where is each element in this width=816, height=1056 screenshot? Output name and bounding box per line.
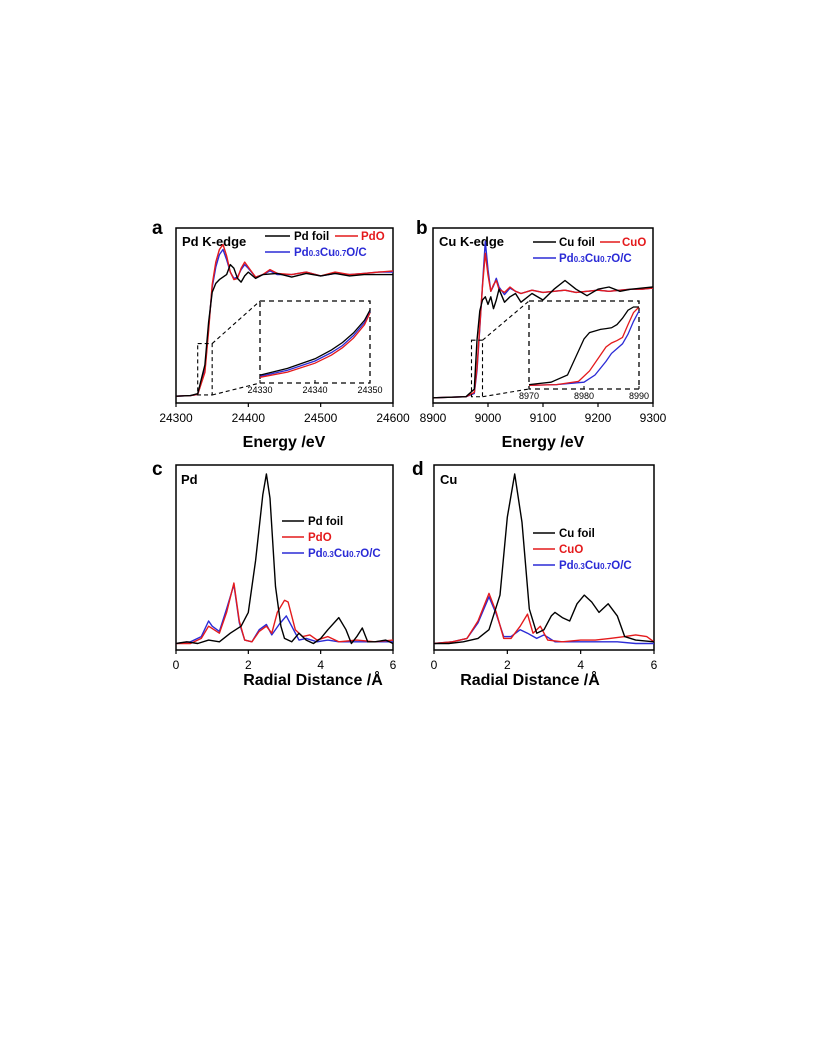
x-tick-label: 4 [577,658,584,672]
x-axis-title: Radial Distance /Å [460,670,600,689]
zoom-box [197,343,213,396]
legend-label-catalyst: Pd0.3Cu0.7O/C [294,247,367,259]
zoom-connector-bottom [482,388,530,398]
legend-label-pd-foil: Pd foil [308,516,343,528]
x-ticks: 24300 24400 24500 24600 [159,403,410,425]
inset-series-cu-foil [528,306,639,386]
x-tick-label: 2 [245,658,252,672]
legend: Pd foil PdO Pd0.3Cu0.7O/C [265,231,385,259]
plot-frame [433,464,655,651]
legend-label-pdo: PdO [308,532,332,544]
x-ticks: 0 2 4 6 [431,650,658,672]
panel-letter-a: a [152,218,163,239]
edge-label: Pd [181,472,198,487]
x-tick-label: 9300 [640,411,667,425]
legend: Cu foil CuO Pd0.3Cu0.7O/C [533,237,646,265]
inset-x-ticks: 8970 8980 8990 [519,386,649,401]
legend-label-cuo: CuO [622,237,646,249]
x-tick-label: 9200 [585,411,612,425]
series-line-pd0-3cu0-7o-c [175,584,393,645]
x-tick-label: 24400 [232,411,266,425]
x-tick-label: 24300 [159,411,193,425]
legend-label-pdo: PdO [361,231,385,243]
x-tick-label: 0 [173,658,180,672]
inset-tick-label: 8990 [629,391,649,401]
legend: Cu foil CuO Pd0.3Cu0.7O/C [533,528,632,572]
x-ticks: 0 2 4 6 [173,650,397,672]
legend-label-cu-foil: Cu foil [559,237,595,249]
zoom-connector-top [211,300,261,344]
x-tick-label: 9000 [475,411,502,425]
inset [528,300,640,390]
x-tick-label: 6 [390,658,397,672]
x-tick-label: 4 [317,658,324,672]
inset-series-pd0-3cu0-7o-c [528,310,640,387]
legend-label-catalyst: Pd0.3Cu0.7O/C [559,560,632,572]
x-axis-title: Radial Distance /Å [243,670,383,689]
inset-tick-label: 24330 [247,385,272,395]
inset-x-ticks: 24330 24340 24350 [247,380,383,395]
zoom-connector-top [482,300,530,341]
x-tick-label: 24600 [376,411,410,425]
panel-a: a Pd K-edge 24300 24400 24500 24600 24330 24… [152,218,410,451]
x-tick-label: 24500 [304,411,338,425]
x-tick-label: 0 [431,658,438,672]
series-line-cuo [433,592,655,645]
inset-tick-label: 24340 [302,385,327,395]
panel-letter-d: d [412,459,424,480]
zoom-box [470,339,484,398]
series-layer [175,243,394,397]
zoom-connector-bottom [212,382,261,396]
legend-label-pd-foil: Pd foil [294,231,329,243]
series-line-pd0-3cu0-7o-c [433,596,654,645]
legend-label-cuo: CuO [559,544,583,556]
inset-series-pd0-3cu0-7o-c [259,311,371,377]
legend-label-catalyst: Pd0.3Cu0.7O/C [559,253,632,265]
series-line-cu-foil [434,473,655,645]
series-layer [433,473,655,645]
edge-label: Cu K-edge [439,234,504,249]
zoom-indicator [197,300,261,396]
inset-series-pd-foil [259,309,371,376]
series-line-cu-foil [432,279,654,399]
panel-d: d Cu 0 2 4 6 Radial Distance /Å Cu foil CuO… [412,459,658,689]
edge-label: Cu [440,472,457,487]
x-axis-title: Energy /eV [243,434,326,451]
series-line-pd-foil [175,473,394,645]
legend-label-catalyst: Pd0.3Cu0.7O/C [308,548,381,560]
x-tick-label: 8900 [420,411,447,425]
inset-tick-label: 24350 [357,385,382,395]
panel-c: c Pd 0 2 4 6 Radial Distance /Å Pd foil PdO… [152,459,397,689]
x-ticks: 8900 9000 9100 9200 9300 [420,403,667,425]
inset [259,300,371,384]
x-axis-title: Energy /eV [502,434,585,451]
x-tick-label: 2 [504,658,511,672]
inset-tick-label: 8980 [574,391,594,401]
zoom-indicator [470,300,530,398]
edge-label: Pd K-edge [182,234,246,249]
x-tick-label: 6 [651,658,658,672]
plot-frame [175,227,394,404]
x-tick-label: 9100 [530,411,557,425]
series-line-pdo [176,582,394,645]
inset-series-pdo [259,312,371,378]
plot-frame [175,464,394,651]
inset-series-cuo [528,306,640,387]
legend: Pd foil PdO Pd0.3Cu0.7O/C [282,516,381,560]
series-layer [175,473,394,645]
panel-b: b Cu K-edge 8900 9000 9100 9200 9300 8970 898… [416,218,667,451]
panel-letter-b: b [416,218,428,239]
panel-letter-c: c [152,459,163,480]
series-line-pd-foil [175,263,393,397]
inset-tick-label: 8970 [519,391,539,401]
series-layer [432,240,654,399]
legend-label-cu-foil: Cu foil [559,528,595,540]
